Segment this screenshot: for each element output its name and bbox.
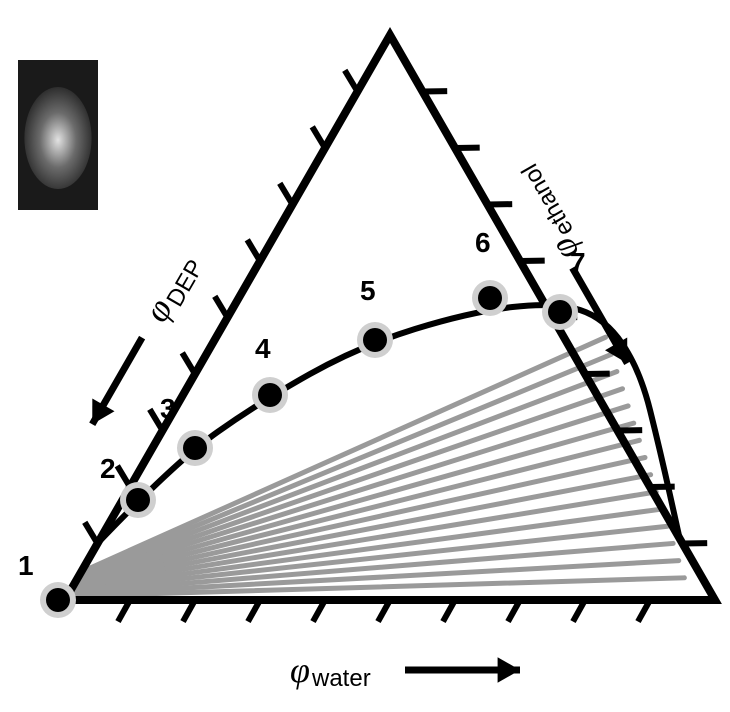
sample-label-3: 3 xyxy=(160,393,176,424)
sample-label-6: 6 xyxy=(475,227,491,258)
sample-point-1 xyxy=(46,588,70,612)
sample-point-5 xyxy=(363,328,387,352)
sample-point-7 xyxy=(548,300,572,324)
left-edge-ticks xyxy=(85,70,358,543)
sample-label-4: 4 xyxy=(255,333,271,364)
axis-label-dep: φDEP xyxy=(75,247,210,437)
svg-text:water: water xyxy=(311,665,371,692)
svg-text:DEP: DEP xyxy=(161,255,209,311)
sample-label-1: 1 xyxy=(18,550,34,581)
axis-label-water: φwater xyxy=(290,650,520,692)
sample-point-4 xyxy=(258,383,282,407)
sample-point-3 xyxy=(183,436,207,460)
svg-text:ethanol: ethanol xyxy=(516,159,579,241)
svg-text:φ: φ xyxy=(290,650,310,690)
sample-label-2: 2 xyxy=(100,453,116,484)
ternary-diagram: 1234567φwaterφDEPφethanol xyxy=(0,0,730,712)
sample-point-2 xyxy=(126,488,150,512)
side-patch xyxy=(18,60,98,210)
sample-label-5: 5 xyxy=(360,275,376,306)
sample-point-6 xyxy=(478,286,502,310)
